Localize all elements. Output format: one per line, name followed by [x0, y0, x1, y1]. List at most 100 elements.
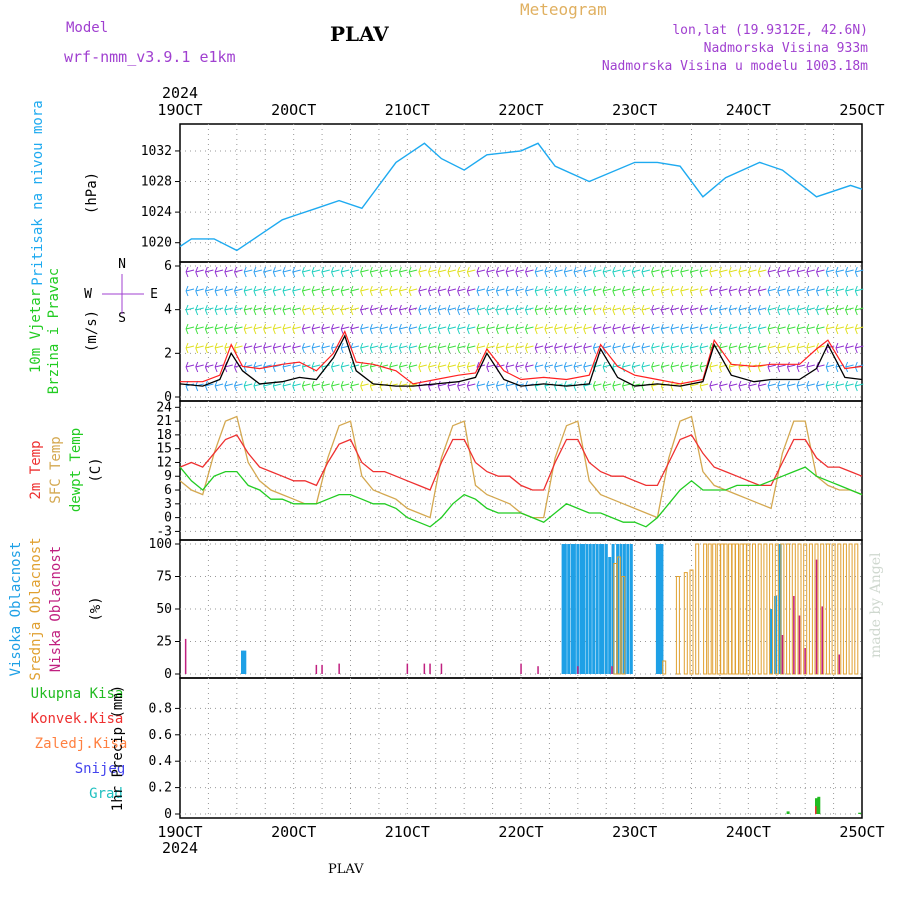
wind-barb: [767, 266, 777, 278]
wind-barb: [796, 323, 806, 335]
wind-barb: [466, 304, 476, 316]
wind-barb: [243, 304, 253, 316]
wind-barb: [796, 342, 806, 354]
mid-cloud-bar: [831, 543, 836, 675]
wind-barb: [835, 342, 845, 354]
date-label-top: 19OCT: [157, 101, 202, 119]
wind-barb: [476, 304, 486, 316]
wind-barb: [301, 323, 311, 335]
wind-barb: [777, 380, 786, 392]
wind-barb: [447, 285, 457, 297]
wind-barb: [350, 380, 360, 392]
wind-barb: [204, 342, 214, 354]
wind-barb: [379, 266, 389, 278]
wind-barb: [670, 304, 680, 316]
high-cloud-bar: [611, 544, 615, 674]
mid-cloud-bar: [675, 576, 680, 675]
low-cloud-bar: [577, 666, 579, 674]
wind-barb: [631, 285, 641, 297]
pressure-ytick-label: 1024: [141, 205, 172, 220]
wind-barb: [418, 304, 427, 316]
high-cloud-bar: [561, 544, 565, 674]
wind-barb: [185, 323, 195, 335]
wind-barb: [204, 285, 214, 297]
wind-barb: [806, 361, 815, 373]
wind-barb: [777, 342, 786, 354]
wind-barb: [816, 304, 825, 316]
wind-barb: [321, 323, 330, 335]
model-label: Model: [66, 20, 109, 36]
low-cloud-bar: [838, 654, 840, 674]
cloud-ylabel-a: Visoka Oblacnost: [8, 542, 24, 677]
total-precip-bar: [858, 812, 862, 814]
wind-barb: [214, 342, 224, 354]
mid-cloud-bar: [621, 576, 626, 675]
cloud-ytick-label: 25: [156, 635, 172, 650]
wind-barb: [719, 285, 728, 297]
total-precip-bar: [786, 811, 790, 814]
wind-barb: [748, 323, 757, 335]
wind-barb: [282, 285, 292, 297]
low-cloud-bar: [821, 606, 823, 674]
wind-barb: [767, 323, 777, 335]
wind-barb: [806, 342, 815, 354]
wind-barb: [224, 266, 233, 278]
wind-barb: [224, 304, 233, 316]
wind-barb: [573, 342, 583, 354]
wind-barb: [816, 266, 825, 278]
wind-barb: [234, 266, 243, 278]
high-cloud-bar: [601, 544, 605, 674]
wind-barb: [680, 361, 689, 373]
date-label-bottom: 25OCT: [839, 823, 884, 841]
wind-barb: [486, 285, 495, 297]
wind-barb: [719, 266, 728, 278]
date-label-top: 25OCT: [839, 101, 884, 119]
wind-barb: [806, 323, 815, 335]
temperature-ytick-label: 18: [156, 428, 172, 443]
precip-legend-item: Grad: [89, 786, 123, 802]
wind-barb: [437, 361, 447, 373]
mid-cloud-bar: [616, 556, 621, 675]
wind-barb: [495, 342, 505, 354]
wind-barb: [631, 323, 641, 335]
wind-barb: [389, 285, 398, 297]
pressure-unit: (hPa): [84, 172, 100, 214]
wind-barb: [369, 266, 379, 278]
date-label-top: 21OCT: [385, 101, 430, 119]
mid-cloud-bar: [786, 543, 791, 675]
low-cloud-bar: [793, 596, 795, 674]
wind-barb: [738, 361, 748, 373]
wind-barb: [825, 285, 835, 297]
wind-barb: [331, 323, 340, 335]
wind-barb: [806, 285, 815, 297]
cloud-ytick-label: 100: [149, 537, 172, 552]
high-cloud-bar: [585, 544, 589, 674]
low-cloud-bar: [520, 663, 522, 674]
wind-barb: [845, 361, 854, 373]
wind-barb: [418, 266, 427, 278]
date-label-top: 23OCT: [612, 101, 657, 119]
direction-legend-n: N: [118, 257, 126, 272]
wind-barb: [321, 342, 330, 354]
wind-barb: [583, 266, 592, 278]
wind-barb: [689, 285, 699, 297]
wind-barb: [185, 380, 195, 392]
wind-barb: [292, 361, 301, 373]
wind-barb: [476, 285, 486, 297]
wind-barb: [272, 323, 282, 335]
high-cloud-bar: [604, 544, 608, 674]
mid-cloud-bar: [716, 543, 721, 675]
wind-barb: [350, 323, 360, 335]
temp-ylabel-b: SFC Temp: [48, 436, 64, 503]
wind-barb: [437, 266, 447, 278]
wind-barb: [660, 342, 670, 354]
wind-barb: [680, 285, 689, 297]
wind-barb: [680, 266, 689, 278]
low-cloud-bar: [406, 663, 409, 674]
wind-barb: [263, 285, 272, 297]
wind-barb: [234, 285, 243, 297]
wind-barb: [563, 342, 573, 354]
wind-barb: [428, 285, 437, 297]
wind-barb: [234, 304, 243, 316]
wind-barb: [738, 380, 748, 392]
